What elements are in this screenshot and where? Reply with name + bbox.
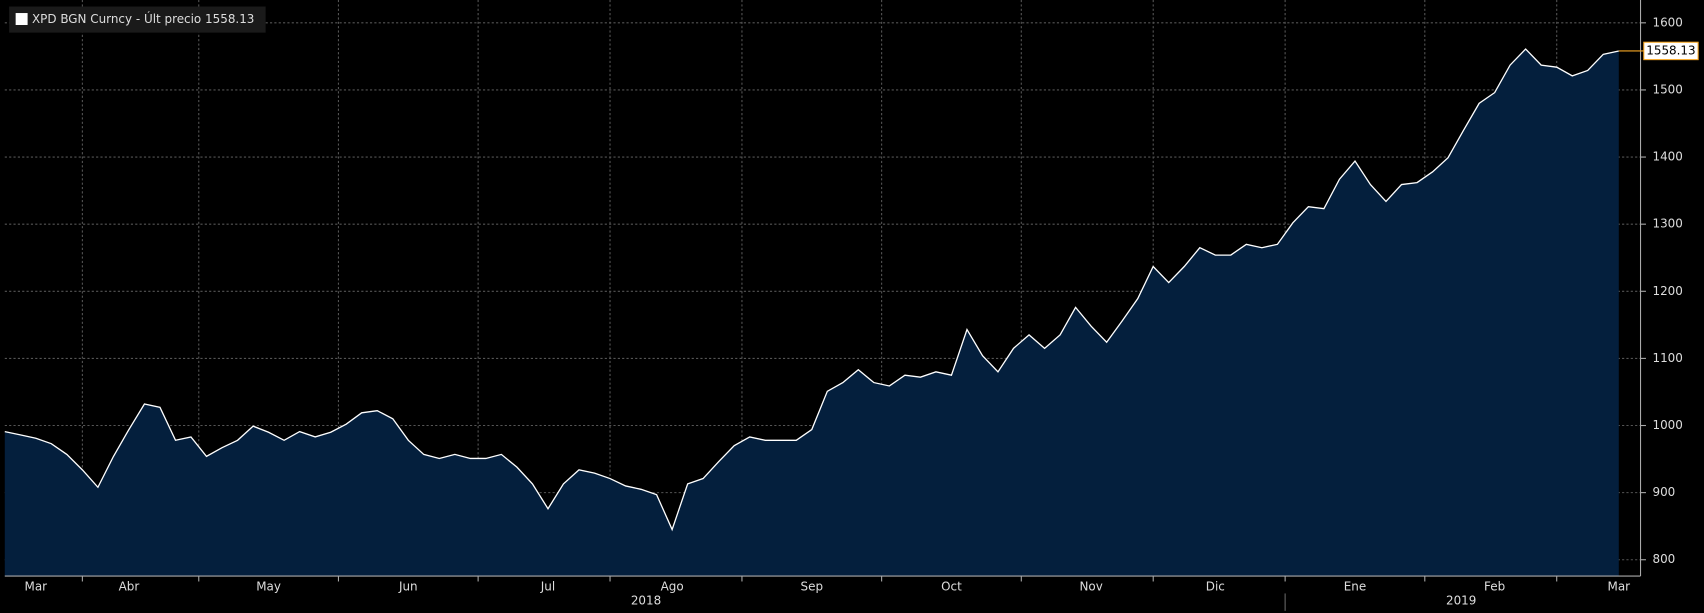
- y-tick-label: 1500: [1652, 82, 1682, 96]
- x-tick-label: Dic: [1206, 579, 1225, 593]
- x-tick-label: Feb: [1484, 579, 1505, 593]
- y-tick-label: 1200: [1652, 284, 1682, 298]
- year-label: 2019: [1446, 594, 1476, 608]
- y-tick-label: 1100: [1652, 351, 1682, 365]
- x-tick-label: Abr: [119, 579, 140, 593]
- plot: [4, 48, 1619, 577]
- y-tick-label: 800: [1652, 552, 1675, 566]
- year-label: 2018: [631, 594, 661, 608]
- legend-label: XPD BGN Curncy - Últ precio 1558.13: [32, 11, 254, 26]
- x-tick-label: Nov: [1079, 579, 1102, 593]
- line: [4, 48, 1619, 532]
- x-tick-label: Sep: [801, 579, 824, 593]
- legend-box: [9, 6, 266, 33]
- y-tick-label: 1600: [1652, 15, 1682, 29]
- y-tick-label: 1300: [1652, 217, 1682, 231]
- x-tick-label: Oct: [941, 579, 962, 593]
- x-tick-label: Jul: [540, 579, 555, 593]
- x-tick-label: May: [256, 579, 281, 593]
- y-tick-label: 1000: [1652, 418, 1682, 432]
- x-tick-label: Ene: [1344, 579, 1366, 593]
- area: [4, 49, 1619, 577]
- y-tick-label: 1400: [1652, 150, 1682, 164]
- last-value-box: [1643, 41, 1699, 61]
- y-tick-label: 900: [1652, 485, 1675, 499]
- legend: XPD BGN Curncy - Últ precio 1558.13: [9, 6, 266, 33]
- x-tick-label: Ago: [661, 579, 684, 593]
- last-value-label: 1558.13: [1646, 43, 1695, 57]
- x-tick-label: Mar: [25, 579, 48, 593]
- x-tick-label: Mar: [1608, 579, 1631, 593]
- legend-swatch: [15, 13, 28, 25]
- x-tick-label: Jun: [398, 579, 418, 593]
